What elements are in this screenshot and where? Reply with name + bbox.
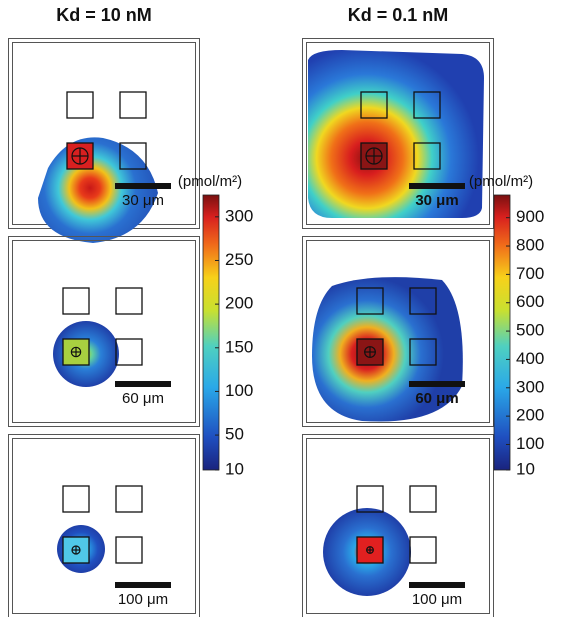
- source-marker: [364, 346, 376, 358]
- electrode: [409, 287, 437, 315]
- electrode: [409, 536, 437, 564]
- scale-label: 100 μm: [118, 591, 168, 608]
- electrode: [115, 338, 143, 366]
- electrode: [356, 485, 384, 513]
- panel-frame-inner: [306, 42, 490, 225]
- scale-label: 30 μm: [122, 192, 164, 209]
- panel: 100 μm: [302, 434, 494, 617]
- panel-frame-inner: [306, 438, 490, 614]
- colorbar: [493, 194, 511, 471]
- colorbar-tick-label: 400: [516, 349, 544, 368]
- electrode: [62, 485, 90, 513]
- panel: 30 μm: [8, 38, 200, 243]
- scale-bar: [409, 582, 465, 588]
- panel-frame-inner: [12, 438, 196, 614]
- column-title: Kd = 0.1 nM: [348, 5, 449, 25]
- electrode: [360, 91, 388, 119]
- electrode: [119, 91, 147, 119]
- scale-bar: [115, 381, 171, 387]
- colorbar-tick-label: 300: [516, 377, 544, 396]
- electrode: [413, 91, 441, 119]
- electrode: [409, 485, 437, 513]
- panel-frame: [8, 434, 200, 617]
- panel-frame: [302, 236, 494, 427]
- electrode: [413, 142, 441, 170]
- colorbar-tick-label: 100: [516, 434, 544, 453]
- colorbar-tick-label: 10: [225, 459, 244, 478]
- concentration-map: [38, 137, 158, 243]
- colorbar-tick-label: 100: [225, 381, 253, 400]
- panel: 60 μm: [302, 236, 494, 427]
- colorbar-tick-label: 10: [516, 459, 535, 478]
- colorbar-tick-label: 250: [225, 250, 253, 269]
- electrode: [409, 338, 437, 366]
- colorbar-tick-label: 500: [516, 321, 544, 340]
- panel: 30 μm: [302, 38, 494, 229]
- colorbar-tick-label: 300: [225, 206, 253, 225]
- electrode: [115, 485, 143, 513]
- panel-frame-inner: [306, 240, 490, 423]
- electrode: [115, 536, 143, 564]
- electrode: [66, 91, 94, 119]
- scale-bar: [409, 381, 465, 387]
- column-title: Kd = 10 nM: [56, 5, 152, 25]
- colorbar-tick-label: 200: [516, 406, 544, 425]
- panel-frame-inner: [12, 240, 196, 423]
- colorbar-tick-label: 200: [225, 294, 253, 313]
- colorbar-tick-label: 900: [516, 207, 544, 226]
- colorbar-tick-label: 700: [516, 264, 544, 283]
- panel-frame: [302, 434, 494, 617]
- colorbar-label: (pmol/m²): [178, 173, 242, 190]
- colorbar-tick-label: 50: [225, 425, 244, 444]
- electrode: [356, 338, 384, 366]
- electrode: [62, 287, 90, 315]
- colorbar-tick-label: 800: [516, 236, 544, 255]
- electrode: [356, 287, 384, 315]
- scale-bar: [115, 183, 171, 189]
- scale-label: 30 μm: [415, 192, 458, 209]
- panel-frame: [8, 236, 200, 427]
- scale-bar: [409, 183, 465, 189]
- colorbar: [202, 194, 220, 471]
- panel: 60 μm: [8, 236, 200, 427]
- scale-label: 100 μm: [412, 591, 462, 608]
- electrode: [119, 142, 147, 170]
- colorbar-tick-label: 600: [516, 292, 544, 311]
- panel-frame: [302, 38, 494, 229]
- colorbar-label: (pmol/m²): [469, 173, 533, 190]
- scale-label: 60 μm: [415, 390, 458, 407]
- panel: 100 μm: [8, 434, 200, 617]
- scale-bar: [115, 582, 171, 588]
- electrode: [115, 287, 143, 315]
- colorbar-tick-label: 150: [225, 337, 253, 356]
- scale-label: 60 μm: [122, 390, 164, 407]
